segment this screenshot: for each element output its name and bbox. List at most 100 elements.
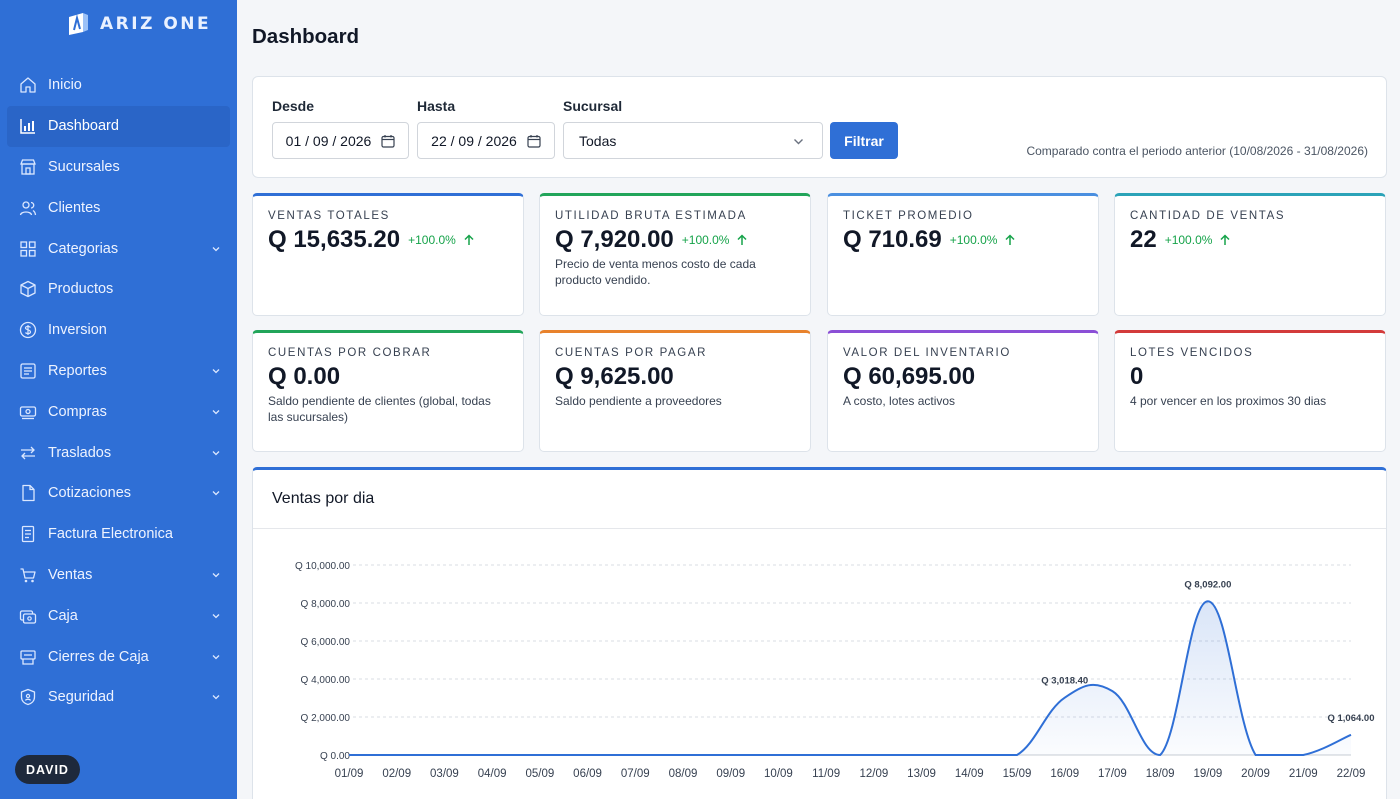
chevron-down-icon[interactable] [211, 244, 221, 254]
stat-value-row: Q 9,625.00 [555, 363, 674, 391]
arrow-up-icon [737, 234, 748, 245]
chevron-down-icon[interactable] [211, 488, 221, 498]
stat-value-row: Q 710.69 +100.0% [843, 226, 1016, 254]
sidebar-item-clientes[interactable]: Clientes [0, 187, 237, 228]
calendar-icon[interactable] [381, 134, 395, 148]
arrow-up-icon [1220, 234, 1230, 245]
sidebar-item-seguridad[interactable]: Seguridad [0, 677, 237, 718]
chart-title: Ventas por dia [272, 490, 375, 507]
sidebar-item-label: Sucursales [48, 158, 120, 175]
stat-description: 4 por vencer en los proximos 30 dias [1130, 394, 1327, 408]
chevron-down-icon[interactable] [211, 570, 221, 580]
user-badge[interactable]: DAVID [15, 755, 80, 784]
stat-description: A costo, lotes activos [843, 394, 956, 408]
data-label: Q 3,018.40 [1041, 676, 1088, 687]
stat-label: TICKET PROMEDIO [843, 210, 974, 222]
sidebar-item-categorias[interactable]: Categorias [0, 228, 237, 269]
sidebar-item-cotizaciones[interactable]: Cotizaciones [0, 473, 237, 514]
x-tick-label: 22/09 [1337, 768, 1366, 780]
desde-date-input[interactable]: 01 / 09 / 2026 [272, 122, 409, 159]
sidebar-item-traslados[interactable]: Traslados [0, 432, 237, 473]
stat-label: UTILIDAD BRUTA ESTIMADA [555, 210, 747, 222]
sidebar-nav: Inicio Dashboard Sucursales Clientes Categor… [0, 65, 237, 718]
stat-value: Q 15,635.20 [268, 226, 401, 253]
users-icon [19, 199, 37, 217]
sidebar-item-caja[interactable]: Caja [0, 595, 237, 636]
chevron-down-icon[interactable] [211, 448, 221, 458]
report-icon [19, 362, 37, 380]
desde-label: Desde [272, 98, 315, 114]
x-tick-label: 21/09 [1289, 768, 1318, 780]
document-icon [19, 484, 37, 502]
stat-card-cuentas-por-cobrar: CUENTAS POR COBRAR Q 0.00 Saldo pendiente … [252, 330, 524, 452]
chevron-down-icon[interactable] [211, 652, 221, 662]
x-tick-label: 13/09 [907, 768, 936, 780]
chevron-down-icon[interactable] [211, 407, 221, 417]
y-tick-label: Q 8,000.00 [301, 599, 351, 610]
stat-card-lotes-vencidos: LOTES VENCIDOS 0 4 por vencer en los proxi… [1114, 330, 1386, 452]
box-icon [19, 280, 37, 298]
stat-card-ticket-promedio: TICKET PROMEDIO Q 710.69 +100.0% [827, 193, 1099, 316]
sidebar-item-sucursales[interactable]: Sucursales [0, 147, 237, 188]
sidebar-item-label: Seguridad [48, 689, 115, 706]
sidebar-item-reportes[interactable]: Reportes [0, 351, 237, 392]
sidebar-item-productos[interactable]: Productos [0, 269, 237, 310]
basket-icon [19, 566, 37, 584]
sidebar-item-compras[interactable]: Compras [0, 391, 237, 432]
stat-value-row: Q 7,920.00 +100.0% [555, 226, 748, 254]
x-tick-label: 06/09 [573, 768, 602, 780]
sidebar-item-label: Clientes [48, 199, 101, 216]
series-area [349, 601, 1351, 755]
stat-value: Q 710.69 [843, 226, 942, 253]
stat-value-row: Q 15,635.20 +100.0% [268, 226, 475, 254]
sucursal-selected-value: Todas [579, 132, 617, 149]
transfer-icon [19, 444, 37, 462]
calendar-icon[interactable] [527, 134, 541, 148]
stat-value-row: 0 [1130, 363, 1143, 391]
y-tick-label: Q 2,000.00 [301, 713, 351, 724]
grid-icon [19, 240, 37, 258]
stat-change: +100.0% [681, 233, 730, 247]
filter-panel: Desde 01 / 09 / 2026 Hasta 22 / 09 / 202… [252, 76, 1387, 178]
sidebar-item-dashboard[interactable]: Dashboard [7, 105, 230, 147]
data-label: Q 8,092.00 [1184, 579, 1231, 590]
filtrar-button[interactable]: Filtrar [830, 122, 898, 159]
x-tick-label: 16/09 [1050, 768, 1079, 780]
x-tick-label: 07/09 [621, 768, 650, 780]
sucursal-label: Sucursal [563, 98, 623, 114]
stat-change: +100.0% [1164, 233, 1213, 247]
stat-value: 0 [1130, 363, 1144, 390]
x-tick-label: 08/09 [669, 768, 698, 780]
x-tick-label: 11/09 [812, 768, 840, 780]
stat-label: CUENTAS POR COBRAR [268, 347, 432, 359]
stat-value: 22 [1130, 226, 1157, 253]
y-tick-label: Q 0.00 [320, 751, 350, 762]
sidebar-item-inversion[interactable]: Inversion [0, 310, 237, 351]
sucursal-select[interactable]: Todas [563, 122, 823, 159]
hasta-label: Hasta [417, 98, 456, 114]
chevron-down-icon[interactable] [211, 692, 221, 702]
sidebar-item-factura-electronica[interactable]: Factura Electronica [0, 514, 237, 555]
chevron-down-icon[interactable] [211, 611, 221, 621]
hasta-date-input[interactable]: 22 / 09 / 2026 [417, 122, 555, 159]
sidebar-item-cierres-de-caja[interactable]: Cierres de Caja [0, 636, 237, 677]
cash-icon [19, 607, 37, 625]
hasta-date-value: 22 / 09 / 2026 [431, 132, 517, 149]
x-tick-label: 05/09 [525, 768, 554, 780]
stat-card-utilidad-bruta-estimada: UTILIDAD BRUTA ESTIMADA Q 7,920.00 +100.0%… [539, 193, 811, 316]
sidebar-item-ventas[interactable]: Ventas [0, 555, 237, 596]
brand-logo-icon [69, 13, 88, 35]
y-tick-label: Q 10,000.00 [295, 561, 350, 572]
sidebar-item-label: Factura Electronica [48, 526, 173, 543]
sidebar-item-inicio[interactable]: Inicio [0, 65, 237, 106]
brand[interactable]: ARIZ ONE [66, 12, 211, 36]
stat-label: VALOR DEL INVENTARIO [843, 347, 1011, 359]
chevron-down-icon[interactable] [211, 366, 221, 376]
home-icon [19, 76, 37, 94]
stat-card-ventas-totales: VENTAS TOTALES Q 15,635.20 +100.0% [252, 193, 524, 316]
x-tick-label: 10/09 [764, 768, 793, 780]
x-tick-label: 15/09 [1003, 768, 1032, 780]
stat-value: Q 60,695.00 [843, 363, 976, 390]
arrow-up-icon [1005, 234, 1015, 245]
sidebar-item-label: Productos [48, 281, 114, 298]
